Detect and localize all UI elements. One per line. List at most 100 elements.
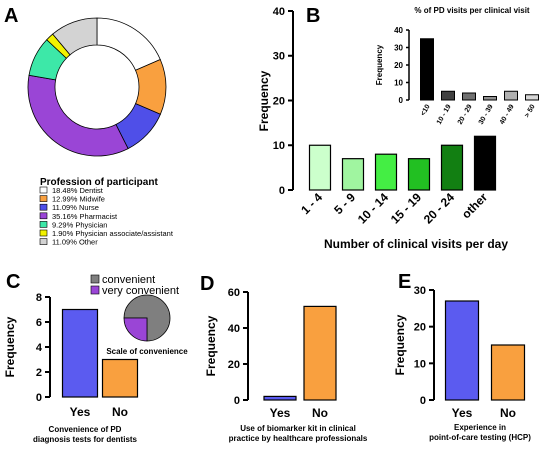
convenience-legend-item-very-convenient: very convenient xyxy=(102,285,179,297)
pd-inset-bar xyxy=(483,96,497,101)
pd-inset-bar xyxy=(441,90,455,101)
visits-y-tick-label: 30 xyxy=(273,51,285,63)
panel-label-a: A xyxy=(4,5,18,27)
biomarker-bar xyxy=(303,305,337,401)
pd-visits-inset-bar-chart: % of PD visits per clinical visit 0 10 20 30… xyxy=(375,6,539,126)
legend-item-other: 11.09% Other xyxy=(52,238,98,247)
pd-inset-y-tick-label: 30 xyxy=(394,43,403,52)
legend-swatch-dentist xyxy=(39,186,48,194)
pd-inset-x-tick-label: > 50 xyxy=(524,103,537,119)
pd-inset-bar xyxy=(504,90,518,101)
legend-item-midwife: 12.99% Midwife xyxy=(52,195,105,204)
dentist-convenience-bar-chart: 0 2 4 6 8 Yes No Frequency Convenience of PDdiag… xyxy=(3,292,139,444)
profession-slice-pharmacist xyxy=(27,74,129,157)
profession-slice-other xyxy=(52,17,98,56)
visits-y-tick-label: 20 xyxy=(273,95,285,107)
visits-x-tick-label: 20 - 24 xyxy=(421,190,458,227)
visits-bar xyxy=(407,158,431,191)
pd-inset-x-tick-label: 10 - 19 xyxy=(436,103,453,125)
inset-title: % of PD visits per clinical visit xyxy=(414,6,529,15)
convenience-x-tick-label: No xyxy=(112,405,128,419)
convenience-scale-slice-convenient xyxy=(123,294,171,342)
legend-swatch-physician-associate-assistant xyxy=(39,229,48,237)
poc-testing-bar-chart: 0 10 20 30 Yes No Frequency Experience inpoint-… xyxy=(393,285,531,442)
convenience-legend-swatch-convenient xyxy=(90,274,100,284)
legend-swatch-physician xyxy=(39,221,48,228)
visits-y-tick-label: 40 xyxy=(273,6,285,18)
visits-bar xyxy=(473,135,497,191)
convenience-y-axis-title: Frequency xyxy=(3,316,17,377)
convenience-y-tick-label: 0 xyxy=(36,392,42,404)
convenience-y-tick-label: 6 xyxy=(36,317,42,329)
convenience-bar xyxy=(61,308,99,398)
legend-swatch-pharmacist xyxy=(39,212,48,220)
biomarker-x-tick-label: Yes xyxy=(270,406,291,420)
convenience-y-tick-label: 4 xyxy=(36,342,43,354)
biomarker-bar xyxy=(263,395,297,401)
profession-slice-dentist xyxy=(96,17,161,71)
biomarker-y-tick-label: 60 xyxy=(228,287,240,299)
convenience-x-tick-label: Yes xyxy=(70,405,91,419)
biomarker-caption-line: Use of biomarker kit in clinical xyxy=(240,424,356,433)
legend-item-pharmacist: 35.16% Pharmacist xyxy=(52,212,118,221)
poc-x-tick-label: No xyxy=(500,406,516,420)
profession-donut-chart xyxy=(27,17,167,157)
pd-inset-x-tick-label: <10 xyxy=(420,103,432,117)
legend-item-dentist: 18.48% Dentist xyxy=(52,186,104,195)
legend-swatch-nurse xyxy=(39,203,48,211)
pd-inset-y-tick-label: 0 xyxy=(399,96,404,105)
visits-y-tick-label: 0 xyxy=(279,185,285,197)
legend-item-physician-associate-assistant: 1.90% Physician associate/assistant xyxy=(52,229,174,238)
pd-inset-x-tick-label: 30 - 39 xyxy=(478,103,495,125)
convenience-scale-slice-very-convenient xyxy=(123,317,148,342)
visits-bar xyxy=(374,153,398,191)
visits-bar xyxy=(341,158,365,191)
legend-item-nurse: 11.09% Nurse xyxy=(52,203,99,212)
pd-inset-y-tick-label: 10 xyxy=(394,78,403,87)
biomarker-y-tick-label: 20 xyxy=(228,359,240,371)
convenience-caption-line: Convenience of PD xyxy=(49,425,122,434)
pd-inset-bar xyxy=(462,92,476,101)
pd-inset-x-tick-label: 20 - 29 xyxy=(457,103,474,125)
poc-bar xyxy=(490,344,526,401)
panel-label-b: B xyxy=(306,5,320,27)
panel-e: E 0 10 20 30 Yes No Frequency Experience inpoin… xyxy=(393,271,531,442)
visits-y-tick-label: 10 xyxy=(273,140,285,152)
biomarker-y-tick-label: 0 xyxy=(234,395,240,407)
poc-y-tick-label: 0 xyxy=(420,395,426,407)
poc-y-tick-label: 20 xyxy=(414,322,426,334)
legend-swatch-midwife xyxy=(39,195,48,202)
convenience-bar xyxy=(101,358,139,398)
pd-inset-bar xyxy=(525,94,539,101)
profession-legend-title: Profession of participant xyxy=(40,177,158,188)
poc-bar xyxy=(444,300,480,401)
panel-c: C 0 2 4 6 8 Yes No Frequency Convenience of PDdi… xyxy=(3,271,188,444)
legend-item-physician: 9.29% Physician xyxy=(52,220,107,229)
panel-label-d: D xyxy=(200,273,214,295)
panel-a: A Profession of participant 18.48% Denti… xyxy=(4,5,174,247)
pd-inset-y-tick-label: 20 xyxy=(394,61,403,70)
pd-inset-y-axis-title: Frequency xyxy=(375,44,384,85)
visits-bar xyxy=(308,144,332,191)
poc-caption-line: point-of-care testing (HCP) xyxy=(429,433,531,442)
visits-x-tick-label: 10 - 14 xyxy=(355,190,392,227)
visits-x-tick-label: 1 - 4 xyxy=(298,190,325,217)
convenience-scale-title: Scale of convenience xyxy=(106,347,188,356)
pd-inset-bar xyxy=(420,38,434,101)
poc-x-tick-label: Yes xyxy=(452,406,473,420)
panel-label-e: E xyxy=(398,271,411,293)
legend-swatch-other xyxy=(39,238,48,245)
biomarker-y-axis-title: Frequency xyxy=(204,315,218,376)
pd-inset-y-tick-label: 40 xyxy=(394,26,403,35)
pd-inset-x-tick-label: 40 - 49 xyxy=(499,103,516,125)
convenience-legend-item-convenient: convenient xyxy=(102,274,155,286)
visits-bar xyxy=(440,144,464,191)
biomarker-kit-bar-chart: 0 20 40 60 Yes No Frequency Use of biomarker ki… xyxy=(204,287,368,443)
visits-y-axis-title: Frequency xyxy=(257,70,271,131)
poc-y-tick-label: 30 xyxy=(414,285,426,297)
convenience-caption-line: diagnosis tests for dentists xyxy=(33,435,138,444)
